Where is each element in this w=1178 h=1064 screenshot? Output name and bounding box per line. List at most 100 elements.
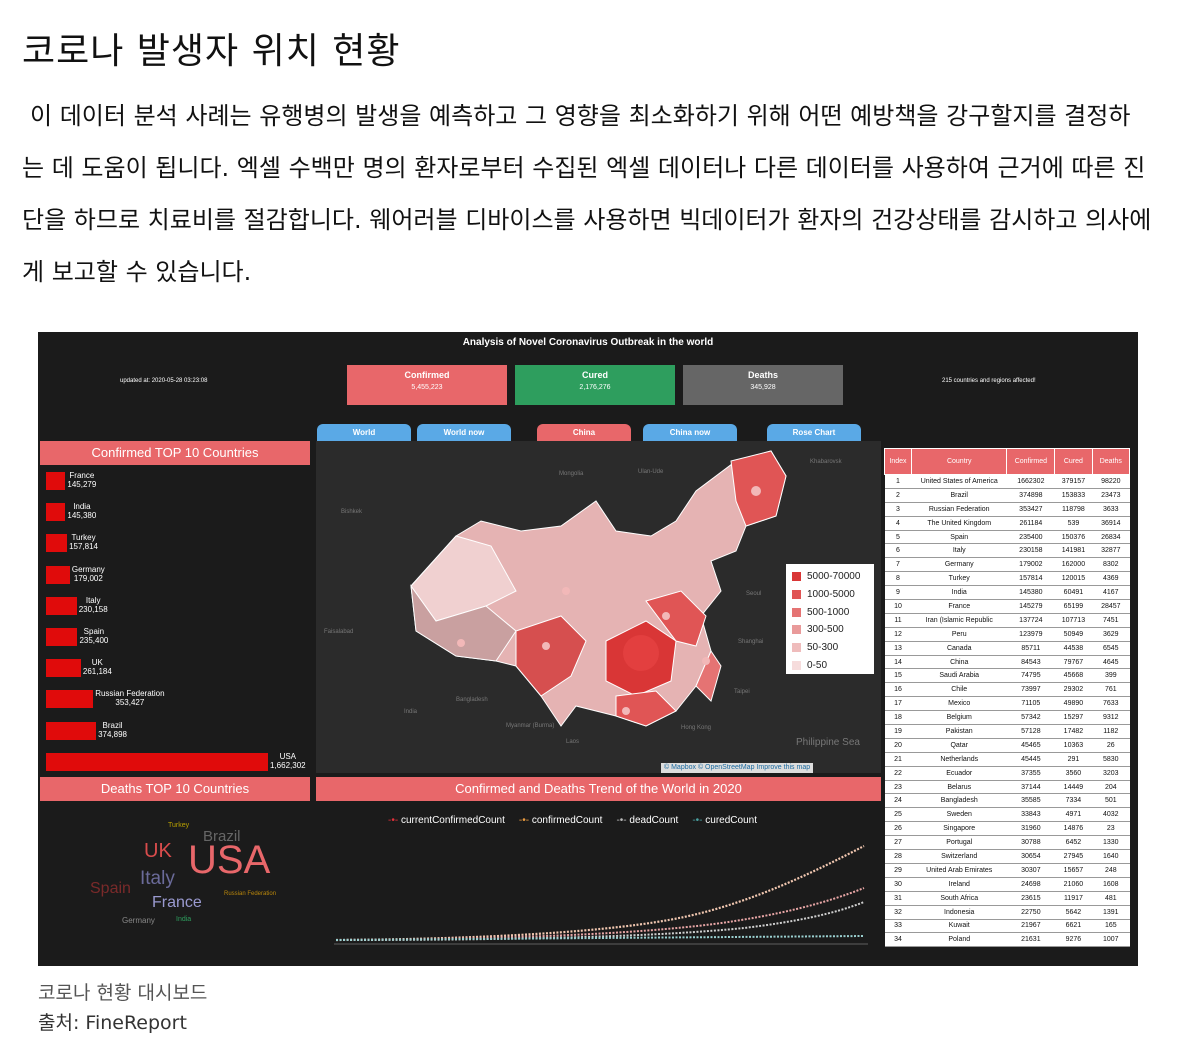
table-cell: 37355 xyxy=(1006,766,1055,781)
col-country[interactable]: Country xyxy=(910,448,1008,475)
table-row[interactable]: 10 France 145279 65199 28457 xyxy=(884,599,1130,614)
table-cell: South Africa xyxy=(911,891,1007,906)
wordcloud-word[interactable]: Brazil xyxy=(203,828,241,845)
table-row[interactable]: 7 Germany 179002 162000 8302 xyxy=(884,557,1130,573)
dashboard-title: Analysis of Novel Coronavirus Outbreak i… xyxy=(462,337,714,348)
table-row[interactable]: 4 The United Kingdom 261184 539 36914 xyxy=(884,516,1130,531)
bar-russian-federation[interactable] xyxy=(46,690,94,709)
table-row[interactable]: 2 Brazil 374898 153833 23473 xyxy=(884,488,1130,503)
table-row[interactable]: 26 Singapore 31960 14876 23 xyxy=(884,821,1130,837)
table-cell: 353427 xyxy=(1006,502,1055,517)
table-row[interactable]: 34 Poland 21631 9276 1007 xyxy=(884,932,1130,948)
table-row[interactable]: 20 Qatar 45465 10363 26 xyxy=(884,738,1130,753)
table-cell: 15657 xyxy=(1054,863,1093,878)
table-row[interactable]: 22 Ecuador 37355 3560 3203 xyxy=(884,766,1130,781)
bar-uk[interactable] xyxy=(46,659,81,678)
map-marker[interactable] xyxy=(622,707,630,715)
legend-item[interactable]: 300-500 xyxy=(792,621,868,639)
table-row[interactable]: 17 Mexico 71105 49890 7633 xyxy=(884,696,1130,712)
table-row[interactable]: 33 Kuwait 21967 6621 165 xyxy=(884,919,1130,934)
legend-item[interactable]: -•- currentConfirmedCount xyxy=(388,815,505,826)
wordcloud-word[interactable]: India xyxy=(176,916,192,923)
table-row[interactable]: 28 Switzerland 30654 27945 1640 xyxy=(884,849,1130,864)
col-confirmed[interactable]: Confirmed xyxy=(1006,448,1056,475)
wordcloud-word[interactable]: Turkey xyxy=(168,822,190,829)
table-cell: 9 xyxy=(884,585,912,601)
table-row[interactable]: 24 Bangladesh 35585 7334 501 xyxy=(884,793,1130,809)
table-row[interactable]: 23 Belarus 37144 14449 204 xyxy=(884,780,1130,795)
bar-spain[interactable] xyxy=(46,628,78,646)
table-row[interactable]: 18 Belgium 57342 15297 9312 xyxy=(884,710,1130,726)
table-row[interactable]: 30 Ireland 24698 21060 1608 xyxy=(884,877,1130,892)
wordcloud-word[interactable]: France xyxy=(152,894,202,911)
map-marker[interactable] xyxy=(562,587,570,595)
bar-country: Spain xyxy=(83,627,105,636)
map-marker[interactable] xyxy=(702,657,710,665)
bar-italy[interactable] xyxy=(46,596,77,615)
table-row[interactable]: 27 Portugal 30788 6452 1330 xyxy=(884,835,1130,851)
col-cured[interactable]: Cured xyxy=(1054,448,1093,475)
table-cell: 49890 xyxy=(1054,696,1093,712)
map-attribution[interactable]: © Mapbox © OpenStreetMap Improve this ma… xyxy=(661,763,814,773)
series-line-dead[interactable] xyxy=(335,935,865,941)
tab-rose-chart[interactable]: Rose Chart xyxy=(767,424,861,441)
table-row[interactable]: 11 Iran (Islamic Republic 137724 107713 7451 xyxy=(884,613,1130,628)
wordcloud-word[interactable]: Germany xyxy=(122,916,155,925)
bar-germany[interactable] xyxy=(46,565,70,584)
table-cell: 5 xyxy=(884,530,912,545)
map-label: Mongolia xyxy=(559,471,584,477)
table-cell: Russian Federation xyxy=(911,502,1007,517)
wordcloud-word[interactable]: Spain xyxy=(90,880,131,897)
legend-item[interactable]: -•- confirmedCount xyxy=(519,815,603,826)
legend-item[interactable]: 1000-5000 xyxy=(792,586,868,604)
table-row[interactable]: 13 Canada 85711 44538 6545 xyxy=(884,641,1130,656)
legend-item[interactable]: 0-50 xyxy=(792,656,868,674)
map-marker[interactable] xyxy=(751,486,761,496)
legend-item[interactable]: 5000-70000 xyxy=(792,568,868,586)
legend-item[interactable]: 500-1000 xyxy=(792,603,868,621)
table-row[interactable]: 25 Sweden 33843 4971 4032 xyxy=(884,807,1130,823)
bar-usa[interactable] xyxy=(46,752,268,771)
bar-brazil[interactable] xyxy=(46,721,97,740)
tab-china[interactable]: China xyxy=(537,424,631,441)
map-marker[interactable] xyxy=(457,639,465,647)
bar-label: UK 261,184 xyxy=(83,658,112,676)
legend-item[interactable]: -•- curedCount xyxy=(692,815,757,826)
series-line-confirmed[interactable] xyxy=(335,845,865,942)
tab-world[interactable]: World xyxy=(317,424,411,441)
col-deaths[interactable]: Deaths xyxy=(1091,448,1131,475)
legend-item[interactable]: 50-300 xyxy=(792,639,868,657)
table-row[interactable]: 31 South Africa 23615 11917 481 xyxy=(884,891,1130,906)
table-row[interactable]: 14 China 84543 79767 4645 xyxy=(884,655,1130,670)
series-line-current[interactable] xyxy=(335,887,865,941)
hubei-marker[interactable] xyxy=(623,635,659,671)
table-row[interactable]: 3 Russian Federation 353427 118798 3633 xyxy=(884,502,1130,517)
table-row[interactable]: 29 United Arab Emirates 30307 15657 248 xyxy=(884,863,1130,878)
bar-france[interactable] xyxy=(46,472,66,490)
tab-china-now[interactable]: China now xyxy=(643,424,737,441)
table-row[interactable]: 21 Netherlands 45445 291 5830 xyxy=(884,752,1130,767)
tab-world-now[interactable]: World now xyxy=(417,424,511,441)
table-row[interactable]: 15 Saudi Arabia 74795 45668 399 xyxy=(884,668,1130,684)
legend-item[interactable]: -•- deadCount xyxy=(616,815,678,826)
table-cell: 3629 xyxy=(1092,627,1130,642)
wordcloud-word[interactable]: USA xyxy=(188,838,271,882)
wordcloud-word[interactable]: UK xyxy=(144,840,172,862)
table-row[interactable]: 8 Turkey 157814 120015 4369 xyxy=(884,571,1130,587)
table-row[interactable]: 16 Chile 73997 29302 761 xyxy=(884,682,1130,698)
wordcloud-word[interactable]: Russian Federation xyxy=(224,891,277,897)
bar-india[interactable] xyxy=(46,503,66,522)
table-row[interactable]: 1 United States of America 1662302 379157 98… xyxy=(884,474,1130,489)
table-row[interactable]: 5 Spain 235400 150376 26834 xyxy=(884,530,1130,545)
table-row[interactable]: 9 India 145380 60491 4167 xyxy=(884,585,1130,601)
table-row[interactable]: 6 Italy 230158 141981 32877 xyxy=(884,543,1130,559)
table-row[interactable]: 19 Pakistan 57128 17482 1182 xyxy=(884,724,1130,739)
map-marker[interactable] xyxy=(662,612,670,620)
map-marker[interactable] xyxy=(542,642,550,650)
wordcloud-word[interactable]: Italy xyxy=(140,868,175,889)
table-row[interactable]: 32 Indonesia 22750 5642 1391 xyxy=(884,905,1130,920)
table-row[interactable]: 12 Peru 123979 50949 3629 xyxy=(884,627,1130,642)
col-index[interactable]: Index xyxy=(884,448,912,475)
bar-turkey[interactable] xyxy=(46,534,68,553)
table-cell: The United Kingdom xyxy=(911,516,1007,531)
